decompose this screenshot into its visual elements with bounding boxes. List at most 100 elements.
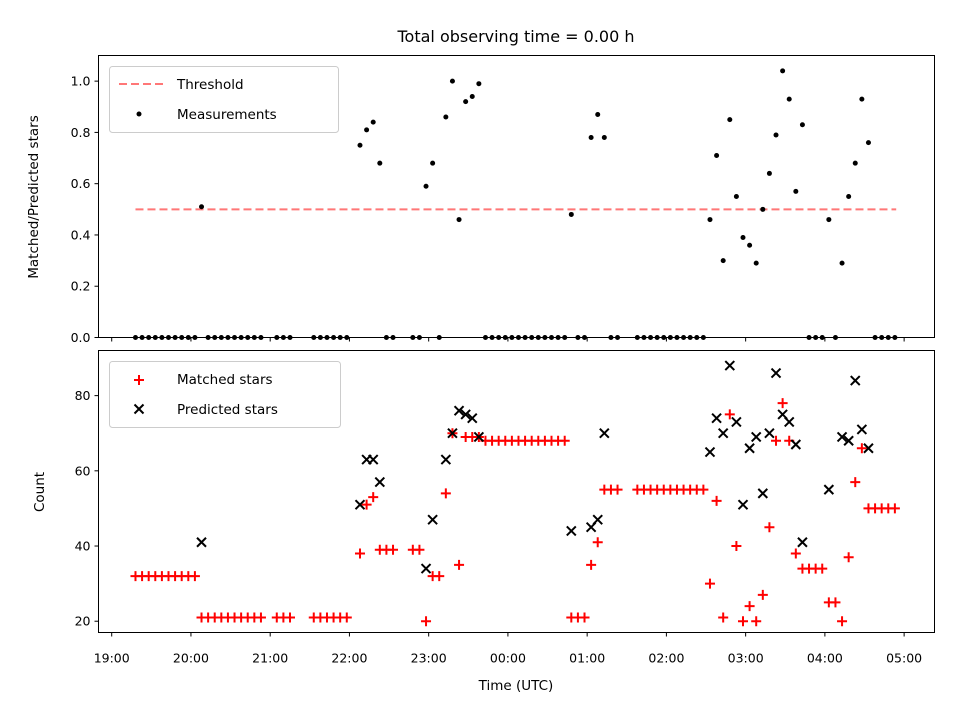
matched-star-point: [718, 612, 729, 623]
measurement-point: [449, 78, 455, 84]
predicted-star-point: [367, 454, 379, 465]
top-legend: Threshold Measurements: [109, 66, 339, 133]
measurement-point: [846, 194, 852, 199]
x-tick-label: 23:00: [411, 651, 447, 666]
measurement-point: [865, 140, 871, 146]
matched-star-point: [592, 537, 603, 548]
predicted-star-point: [420, 563, 432, 574]
matched-star-point: [724, 409, 735, 420]
matched-star-point: [414, 544, 425, 555]
legend-label-predicted-stars: Predicted stars: [177, 402, 278, 418]
legend-label-matched-stars: Matched stars: [177, 372, 273, 388]
measurement-point: [859, 96, 865, 102]
measurement-point: [727, 117, 733, 123]
top-y-axis-label: Matched/Predicted stars: [26, 115, 42, 278]
matched-star-point: [737, 616, 748, 627]
bottom-y-axis-label: Count: [32, 472, 48, 512]
top-y-tick-label: 0.2: [71, 279, 91, 294]
measurement-point: [588, 135, 594, 141]
matched-star-point: [771, 435, 782, 446]
matched-star-point: [744, 601, 755, 612]
measurement-point: [826, 217, 832, 223]
measurement-point: [370, 119, 376, 125]
matched-star-point: [388, 544, 399, 555]
bottom-axes: 20 40 60 80 19:00 20:00 21:00 22:00 23:00 00:00 0…: [32, 350, 935, 694]
matched-star-point: [777, 398, 788, 409]
measurement-point: [476, 81, 482, 87]
measurement-point: [786, 96, 792, 102]
matched-star-point: [559, 435, 570, 446]
matched-star-point: [612, 484, 623, 495]
measurement-point: [773, 132, 779, 138]
measurement-point: [720, 258, 726, 264]
bottom-y-tick-label: 60: [75, 463, 91, 478]
x-tick-label: 04:00: [807, 651, 843, 666]
matched-star-point: [189, 571, 200, 582]
bottom-plot-area: [130, 360, 900, 627]
matched-star-point: [579, 612, 590, 623]
matched-star-point: [341, 612, 352, 623]
bottom-legend-box: [109, 361, 341, 428]
top-y-tick-label: 0.6: [71, 176, 91, 191]
top-plot-area: [132, 68, 898, 340]
predicted-star-point: [863, 443, 874, 454]
measurement-point: [423, 183, 429, 189]
top-axes: Total observing time = 0.00 h 0.00.20.40…: [26, 27, 935, 345]
predicted-star-point: [797, 537, 808, 548]
measurement-point: [357, 142, 363, 148]
measurement-point: [747, 242, 753, 248]
measurement-point: [753, 260, 759, 266]
measurement-point: [377, 160, 383, 166]
measurement-point: [199, 204, 205, 210]
predicted-star-point: [196, 537, 207, 548]
matched-star-point: [757, 589, 768, 600]
measurement-point: [852, 160, 858, 166]
measurement-point: [568, 211, 574, 217]
measurements-legend-swatch: [136, 111, 142, 117]
top-y-tick-label: 0.4: [71, 227, 91, 242]
measurement-point: [463, 99, 469, 105]
matched-legend-swatch: [134, 375, 144, 385]
matched-star-point: [704, 578, 715, 589]
predicted-star-point: [566, 525, 577, 537]
top-x-ticks: [111, 337, 905, 342]
matched-star-point: [731, 541, 742, 552]
bottom-y-ticks: 20 40 60 80: [75, 388, 99, 629]
predicted-star-point: [757, 488, 769, 499]
bottom-y-tick-label: 20: [75, 614, 91, 629]
matched-star-point: [434, 571, 445, 582]
matched-star-point: [764, 522, 775, 533]
x-tick-label: 02:00: [648, 651, 684, 666]
predicted-star-point: [453, 405, 465, 416]
measurement-point: [766, 170, 772, 176]
bottom-y-tick-label: 80: [75, 388, 91, 403]
matched-star-point: [856, 443, 867, 454]
matched-star-point: [843, 552, 854, 563]
bottom-x-ticks: 19:00 20:00 21:00 22:00 23:00 00:00 01:00 02:00…: [94, 632, 922, 666]
matched-star-point: [440, 488, 451, 499]
predicted-star-point: [750, 431, 762, 443]
measurement-point: [601, 135, 607, 141]
matched-star-point: [255, 612, 266, 623]
bottom-y-tick-label: 40: [75, 539, 91, 554]
matched-star-point: [850, 477, 861, 488]
predicted-legend-swatch: [133, 403, 145, 415]
measurement-point: [456, 217, 462, 223]
predicted-star-point: [460, 409, 471, 420]
predicted-star-point: [784, 416, 795, 428]
measurement-point: [595, 111, 601, 117]
predicted-star-point: [764, 428, 775, 439]
matched-star-point: [817, 563, 828, 574]
x-tick-label: 05:00: [886, 651, 922, 666]
predicted-star-point: [850, 375, 861, 386]
x-tick-label: 21:00: [252, 651, 288, 666]
predicted-star-point: [731, 416, 742, 428]
predicted-star-point: [473, 431, 485, 443]
measurement-point: [799, 122, 805, 128]
predicted-star-point: [823, 484, 835, 495]
matched-star-point: [837, 616, 848, 627]
measurement-point: [780, 68, 786, 74]
matched-star-point: [698, 484, 709, 495]
predicted-star-point: [790, 439, 802, 450]
